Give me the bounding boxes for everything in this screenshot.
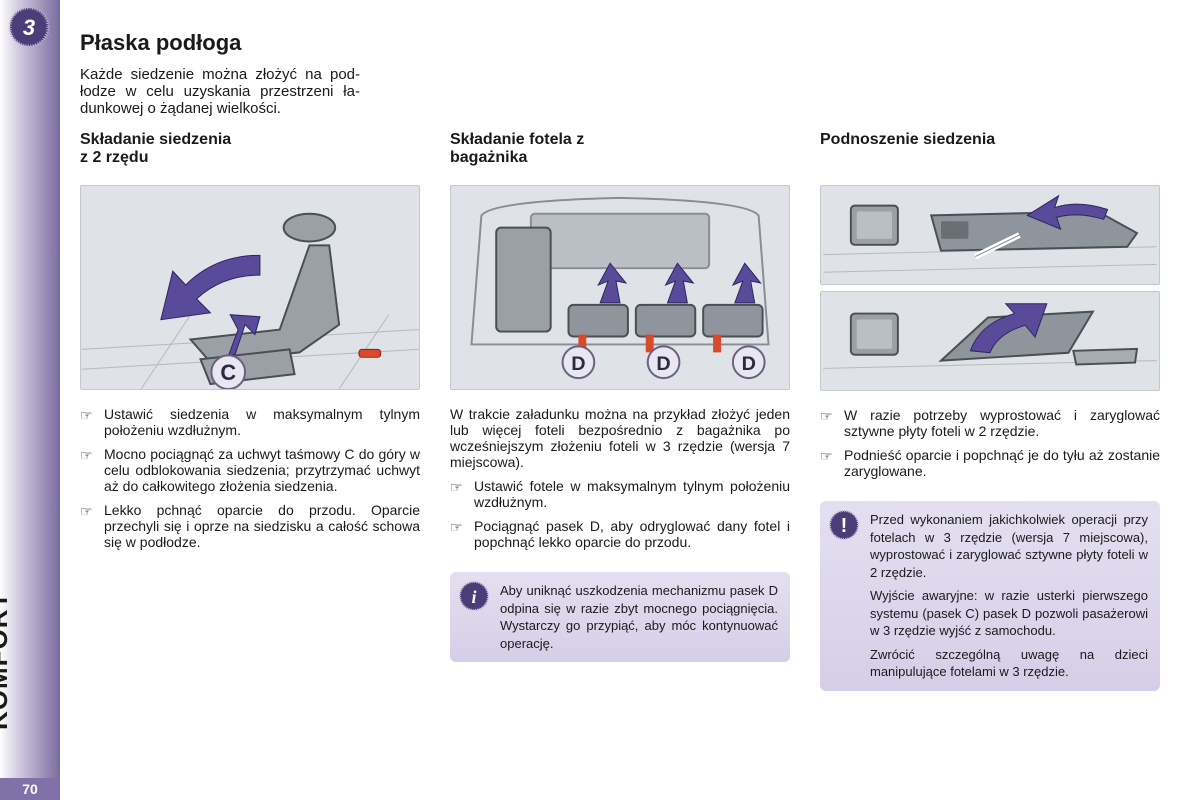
col2-para: W trakcie załadunku można na przy­kład z…	[450, 406, 790, 470]
col1-bullet-1: Ustawić siedzenia w maksymalnym tylnym p…	[80, 406, 420, 438]
svg-text:3: 3	[23, 15, 35, 40]
col2-bullets: Ustawić fotele w maksymalnym tyl­nym poł…	[450, 478, 790, 558]
column-3: Podnoszenie siedzenia	[820, 131, 1160, 691]
chapter-badge: 3	[8, 6, 50, 48]
svg-text:i: i	[471, 587, 476, 607]
col3-illustration-1	[820, 185, 1160, 285]
page-number: 70	[0, 778, 60, 800]
page-content: Płaska podłoga Każde siedzenie można zło…	[80, 30, 1180, 691]
column-2: Składanie fotela z bagażnika	[450, 131, 790, 691]
col3-note-p2: Wyjście awaryjne: w razie usterki pierws…	[870, 587, 1148, 640]
intro-text: Każde siedzenie można złożyć na pod­łodz…	[80, 66, 360, 117]
col1-illustration: C	[80, 185, 420, 390]
col2-heading: Składanie fotela z bagażnika	[450, 131, 790, 175]
svg-text:D: D	[571, 353, 585, 375]
col1-heading-l1: Składanie siedzenia	[80, 131, 231, 148]
col1-bullet-3: Lekko pchnąć oparcie do przodu. Oparcie …	[80, 502, 420, 550]
svg-text:D: D	[656, 353, 670, 375]
col3-note-p1: Przed wykonaniem jakichkol­wiek operacji…	[870, 511, 1148, 581]
col3-bullets: W razie potrzeby wyprostować i zaryglowa…	[820, 407, 1160, 487]
col2-bullet-1: Ustawić fotele w maksymalnym tyl­nym poł…	[450, 478, 790, 510]
warning-icon: !	[828, 509, 860, 541]
col2-heading-l2: bagażnika	[450, 149, 527, 166]
col1-bullets: Ustawić siedzenia w maksymalnym tylnym p…	[80, 406, 420, 558]
svg-text:!: !	[841, 515, 848, 537]
col1-bullet-2: Mocno pociągnąć za uchwyt taśmo­wy C do …	[80, 446, 420, 494]
svg-text:D: D	[742, 353, 756, 375]
col2-illustration: D D D	[450, 185, 790, 390]
page-title: Płaska podłoga	[80, 30, 1180, 56]
col2-note-text: Aby uniknąć uszkodzenia me­chanizmu pase…	[500, 582, 778, 652]
col1-heading-l2: z 2 rzędu	[80, 149, 148, 166]
col3-note: ! Przed wykonaniem jakichkol­wiek operac…	[820, 501, 1160, 691]
col3-bullet-2: Podnieść oparcie i popchnąć je do tyłu a…	[820, 447, 1160, 479]
col2-bullet-2: Pociągnąć pasek D, aby odryglować dany f…	[450, 518, 790, 550]
col3-bullet-1: W razie potrzeby wyprostować i zaryglowa…	[820, 407, 1160, 439]
section-label: KOMFORT	[0, 592, 14, 730]
columns: Składanie siedzenia z 2 rzędu	[80, 131, 1180, 691]
col2-heading-l1: Składanie fotela z	[450, 131, 584, 148]
col3-note-p3: Zwrócić szczególną uwagę na dzieci manip…	[870, 646, 1148, 681]
col1-heading: Składanie siedzenia z 2 rzędu	[80, 131, 420, 175]
svg-text:C: C	[220, 360, 236, 385]
col2-note: i Aby uniknąć uszkodzenia me­chanizmu pa…	[450, 572, 790, 662]
column-1: Składanie siedzenia z 2 rzędu	[80, 131, 420, 691]
sidebar: KOMFORT	[0, 0, 60, 800]
info-icon: i	[458, 580, 490, 612]
col3-heading: Podnoszenie siedzenia	[820, 131, 1160, 175]
col3-illustration-2	[820, 291, 1160, 391]
